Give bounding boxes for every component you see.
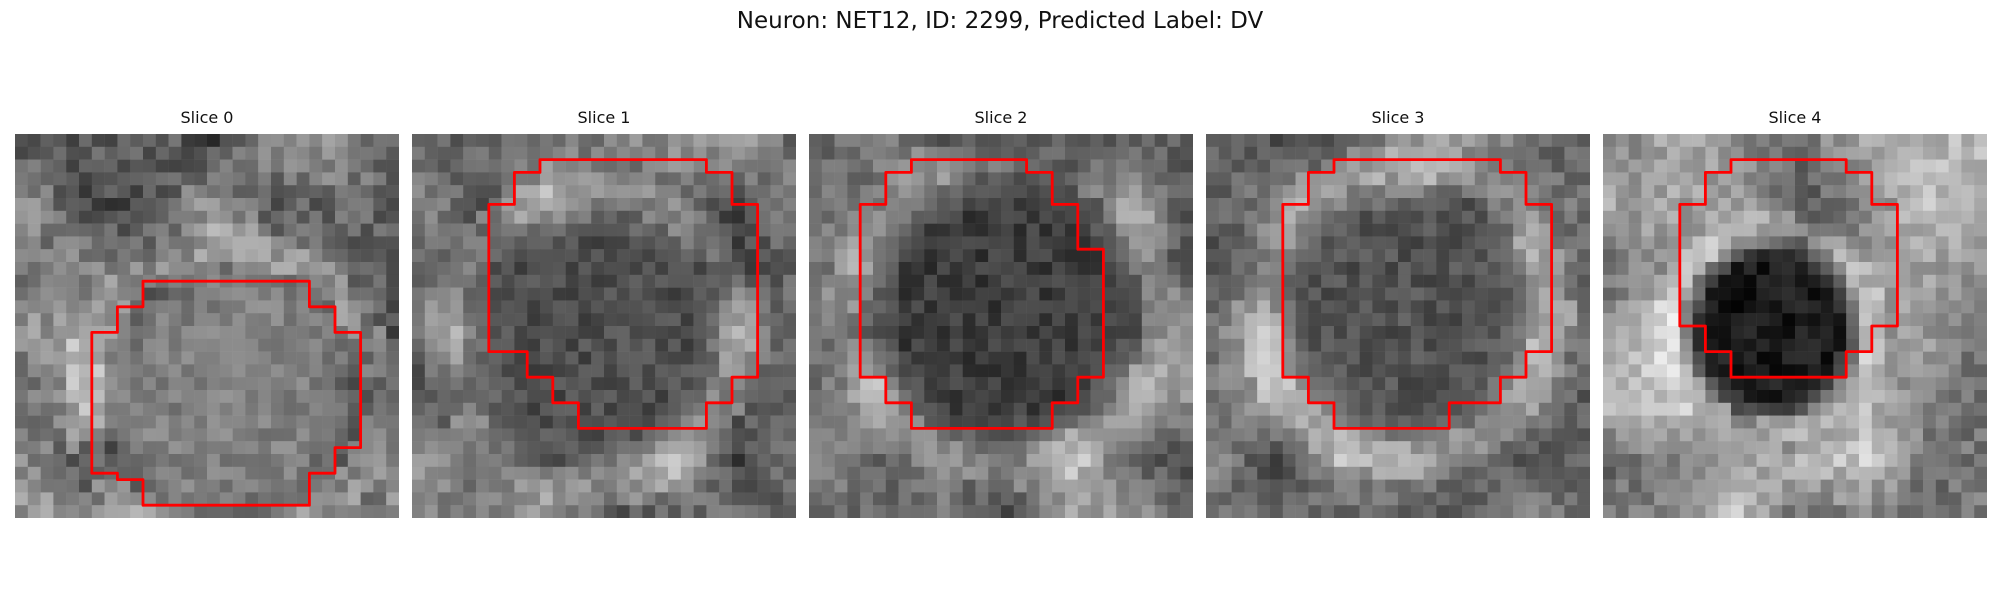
slice-image-4 — [1603, 134, 1987, 518]
slice-image-2 — [809, 134, 1193, 518]
slice-panel-0: Slice 0 — [15, 108, 399, 518]
slice-title-1: Slice 1 — [577, 108, 631, 127]
roi-outline-4 — [1678, 158, 1899, 379]
roi-outline-1 — [487, 158, 760, 430]
slice-panel-1: Slice 1 — [412, 108, 796, 518]
slice-image-1 — [412, 134, 796, 518]
roi-outline-0 — [90, 279, 363, 507]
slice-panel-4: Slice 4 — [1603, 108, 1987, 518]
figure-title: Neuron: NET12, ID: 2299, Predicted Label… — [736, 8, 1264, 34]
roi-outline-2 — [858, 158, 1105, 430]
slice-title-0: Slice 0 — [180, 108, 234, 127]
slice-title-4: Slice 4 — [1768, 108, 1822, 127]
slice-title-3: Slice 3 — [1371, 108, 1425, 127]
slice-panel-2: Slice 2 — [809, 108, 1193, 518]
roi-outline-3 — [1281, 158, 1554, 430]
slice-panel-3: Slice 3 — [1206, 108, 1590, 518]
slice-title-2: Slice 2 — [974, 108, 1028, 127]
slice-image-3 — [1206, 134, 1590, 518]
slice-image-0 — [15, 134, 399, 518]
